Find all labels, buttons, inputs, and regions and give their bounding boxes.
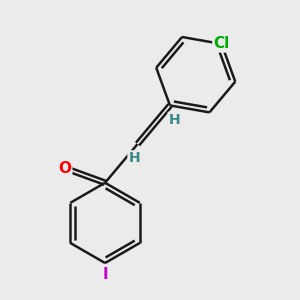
Text: H: H — [128, 151, 140, 165]
Text: H: H — [169, 113, 180, 127]
Text: O: O — [58, 160, 71, 175]
Text: Cl: Cl — [213, 37, 230, 52]
Text: I: I — [102, 267, 108, 282]
